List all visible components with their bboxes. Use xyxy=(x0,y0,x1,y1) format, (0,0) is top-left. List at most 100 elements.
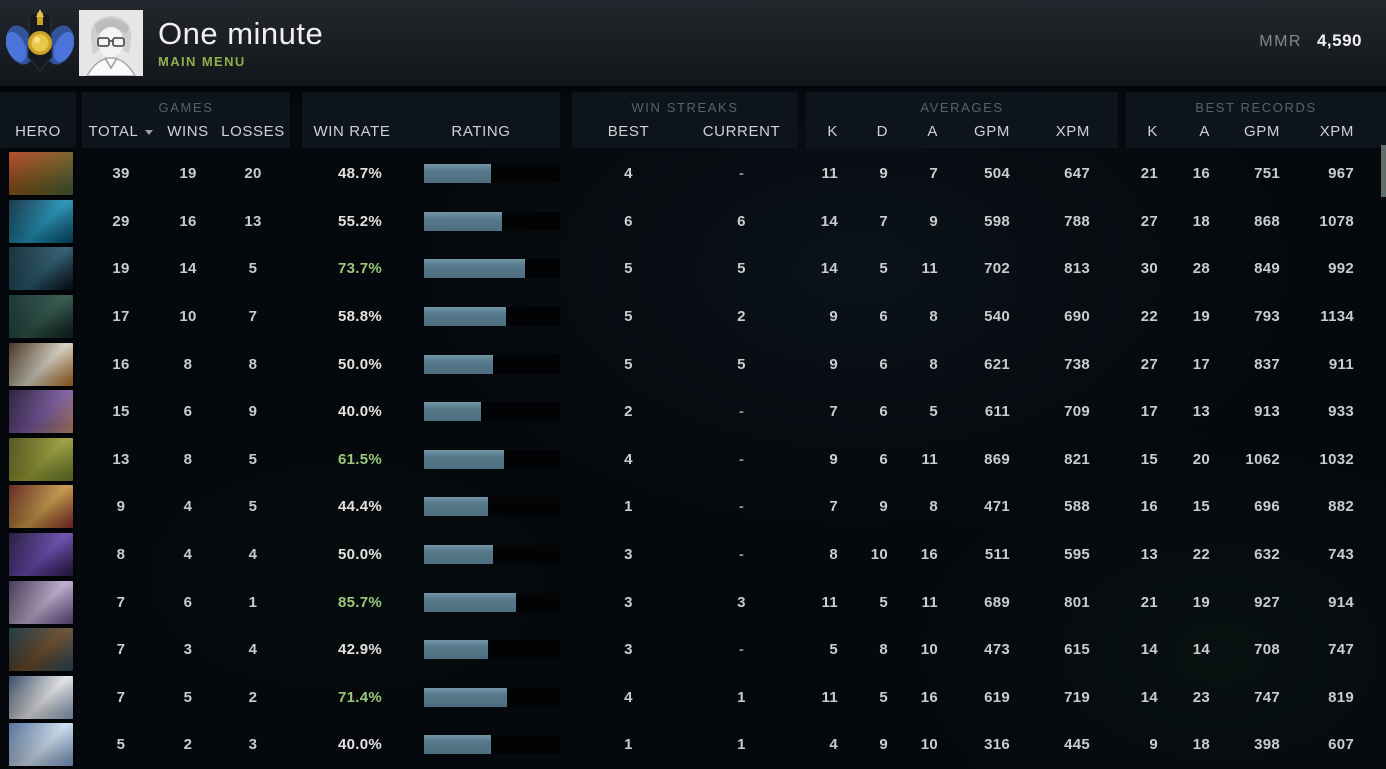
col-header-avg-gpm[interactable]: GPM xyxy=(974,122,1010,140)
avg-gpm-cell: 540 xyxy=(984,308,1010,326)
losses-cell: 5 xyxy=(248,450,258,468)
avg-gpm-cell: 621 xyxy=(984,355,1010,373)
hero-portrait-legion-commander[interactable] xyxy=(9,485,73,529)
header-panel-games: GAMES TOTAL WINS LOSSES xyxy=(82,92,290,148)
hero-row-phantom-assassin[interactable]: 19 14 5 73.7% 5 5 14 5 11 702 813 30 28 849 992 xyxy=(0,245,1386,293)
avg-assists-cell: 5 xyxy=(929,403,938,421)
hero-portrait-alchemist[interactable] xyxy=(9,437,73,481)
col-header-best[interactable]: BEST xyxy=(607,122,650,140)
record-xpm-cell: 607 xyxy=(1328,736,1354,754)
col-header-record-assists[interactable]: A xyxy=(1199,122,1210,140)
avg-assists-cell: 16 xyxy=(920,688,938,706)
streak-current-cell: 1 xyxy=(737,688,746,706)
total-cell: 17 xyxy=(112,308,130,326)
hero-portrait-crystal-maiden[interactable] xyxy=(9,723,73,767)
rating-bar xyxy=(424,545,560,565)
win-rate-cell: 58.8% xyxy=(337,308,382,326)
avg-kills-cell: 9 xyxy=(829,450,838,468)
hero-portrait-riki[interactable] xyxy=(9,580,73,624)
record-xpm-cell: 743 xyxy=(1328,546,1354,564)
avg-assists-cell: 8 xyxy=(929,355,938,373)
streak-current-cell: - xyxy=(738,450,745,468)
hero-portrait-slark[interactable] xyxy=(9,295,73,339)
rating-bar-fill xyxy=(424,735,491,755)
record-kills-cell: 27 xyxy=(1140,212,1158,230)
losses-cell: 8 xyxy=(248,355,258,373)
avg-xpm-cell: 588 xyxy=(1064,498,1090,516)
record-assists-cell: 28 xyxy=(1192,260,1210,278)
col-header-avg-xpm[interactable]: XPM xyxy=(1055,122,1090,140)
hero-portrait-storm-spirit[interactable] xyxy=(9,199,73,243)
record-xpm-cell: 911 xyxy=(1328,355,1354,373)
player-avatar[interactable] xyxy=(79,10,143,76)
hero-row-riki[interactable]: 7 6 1 85.7% 3 3 11 5 11 689 801 21 19 927 914 xyxy=(0,578,1386,626)
rating-bar-fill xyxy=(424,640,488,660)
losses-cell: 5 xyxy=(248,260,258,278)
record-gpm-cell: 913 xyxy=(1254,403,1280,421)
col-header-total[interactable]: TOTAL xyxy=(82,123,160,140)
hero-row-faceless-void[interactable]: 8 4 4 50.0% 3 - 8 10 16 511 595 13 22 632 743 xyxy=(0,531,1386,579)
col-header-avg-deaths[interactable]: D xyxy=(876,122,888,140)
hero-row-magnus[interactable]: 7 3 4 42.9% 3 - 5 8 10 473 615 14 14 708 747 xyxy=(0,626,1386,674)
col-header-hero[interactable]: HERO xyxy=(15,122,61,140)
hero-portrait-zeus[interactable] xyxy=(9,675,73,719)
total-cell: 5 xyxy=(116,736,126,754)
hero-row-legion-commander[interactable]: 9 4 5 44.4% 1 - 7 9 8 471 588 16 15 696 882 xyxy=(0,483,1386,531)
avg-xpm-cell: 690 xyxy=(1064,308,1090,326)
wins-cell: 16 xyxy=(179,212,197,230)
avg-kills-cell: 7 xyxy=(829,403,838,421)
wins-cell: 6 xyxy=(183,403,193,421)
win-rate-cell: 73.7% xyxy=(337,260,382,278)
hero-portrait-phantom-assassin[interactable] xyxy=(9,247,73,291)
table-header: HERO GAMES TOTAL WINS LOSSES WIN RATE xyxy=(0,92,1386,148)
col-header-losses[interactable]: LOSSES xyxy=(221,122,285,140)
total-cell: 9 xyxy=(116,498,126,516)
streak-current-cell: 5 xyxy=(737,260,746,278)
record-kills-cell: 9 xyxy=(1149,736,1158,754)
main-menu-label[interactable]: MAIN MENU xyxy=(158,54,246,69)
record-gpm-cell: 751 xyxy=(1254,165,1280,183)
losses-cell: 7 xyxy=(248,308,258,326)
hero-portrait-techies[interactable] xyxy=(9,152,73,196)
col-header-current[interactable]: CURRENT xyxy=(702,122,781,140)
hero-portrait-magnus[interactable] xyxy=(9,628,73,672)
total-cell: 13 xyxy=(112,450,130,468)
hero-portrait-anti-mage[interactable] xyxy=(9,390,73,434)
hero-row-anti-mage[interactable]: 15 6 9 40.0% 2 - 7 6 5 611 709 17 13 913 933 xyxy=(0,388,1386,436)
hero-row-slark[interactable]: 17 10 7 58.8% 5 2 9 6 8 540 690 22 19 793 1134 xyxy=(0,293,1386,341)
hero-row-juggernaut[interactable]: 16 8 8 50.0% 5 5 9 6 8 621 738 27 17 837 911 xyxy=(0,340,1386,388)
rank-medal-icon[interactable] xyxy=(5,7,75,79)
rating-bar-fill xyxy=(424,307,506,327)
col-header-avg-assists[interactable]: A xyxy=(927,122,938,140)
hero-row-alchemist[interactable]: 13 8 5 61.5% 4 - 9 6 11 869 821 15 20 1062 1032 xyxy=(0,436,1386,484)
record-gpm-cell: 708 xyxy=(1254,641,1280,659)
rating-bar xyxy=(424,640,560,660)
col-header-record-gpm[interactable]: GPM xyxy=(1244,122,1280,140)
losses-cell: 20 xyxy=(244,165,262,183)
record-kills-cell: 21 xyxy=(1140,593,1158,611)
scrollbar-thumb[interactable] xyxy=(1381,145,1386,197)
hero-row-zeus[interactable]: 7 5 2 71.4% 4 1 11 5 16 619 719 14 23 747 819 xyxy=(0,674,1386,722)
avg-deaths-cell: 6 xyxy=(879,355,888,373)
col-header-record-xpm[interactable]: XPM xyxy=(1319,122,1354,140)
hero-portrait-juggernaut[interactable] xyxy=(9,342,73,386)
hero-row-crystal-maiden[interactable]: 5 2 3 40.0% 1 1 4 9 10 316 445 9 18 398 607 xyxy=(0,721,1386,769)
record-xpm-cell: 992 xyxy=(1328,260,1354,278)
avg-deaths-cell: 9 xyxy=(879,165,888,183)
record-gpm-cell: 632 xyxy=(1254,546,1280,564)
col-header-win-rate[interactable]: WIN RATE xyxy=(313,122,391,140)
col-header-rating[interactable]: RATING xyxy=(451,122,511,140)
hero-row-storm-spirit[interactable]: 29 16 13 55.2% 6 6 14 7 9 598 788 27 18 868 1078 xyxy=(0,198,1386,246)
hero-portrait-faceless-void[interactable] xyxy=(9,533,73,577)
rating-bar-fill xyxy=(424,402,482,422)
mmr-label: MMR xyxy=(1259,33,1302,50)
losses-cell: 5 xyxy=(248,498,258,516)
losses-cell: 4 xyxy=(248,641,258,659)
col-header-avg-kills[interactable]: K xyxy=(827,122,838,140)
rating-bar xyxy=(424,211,560,231)
avg-gpm-cell: 611 xyxy=(984,403,1010,421)
col-header-wins[interactable]: WINS xyxy=(167,122,209,140)
hero-row-techies[interactable]: 39 19 20 48.7% 4 - 11 9 7 504 647 21 16 751 967 xyxy=(0,150,1386,198)
avg-deaths-cell: 8 xyxy=(879,641,888,659)
col-header-record-kills[interactable]: K xyxy=(1147,122,1158,140)
